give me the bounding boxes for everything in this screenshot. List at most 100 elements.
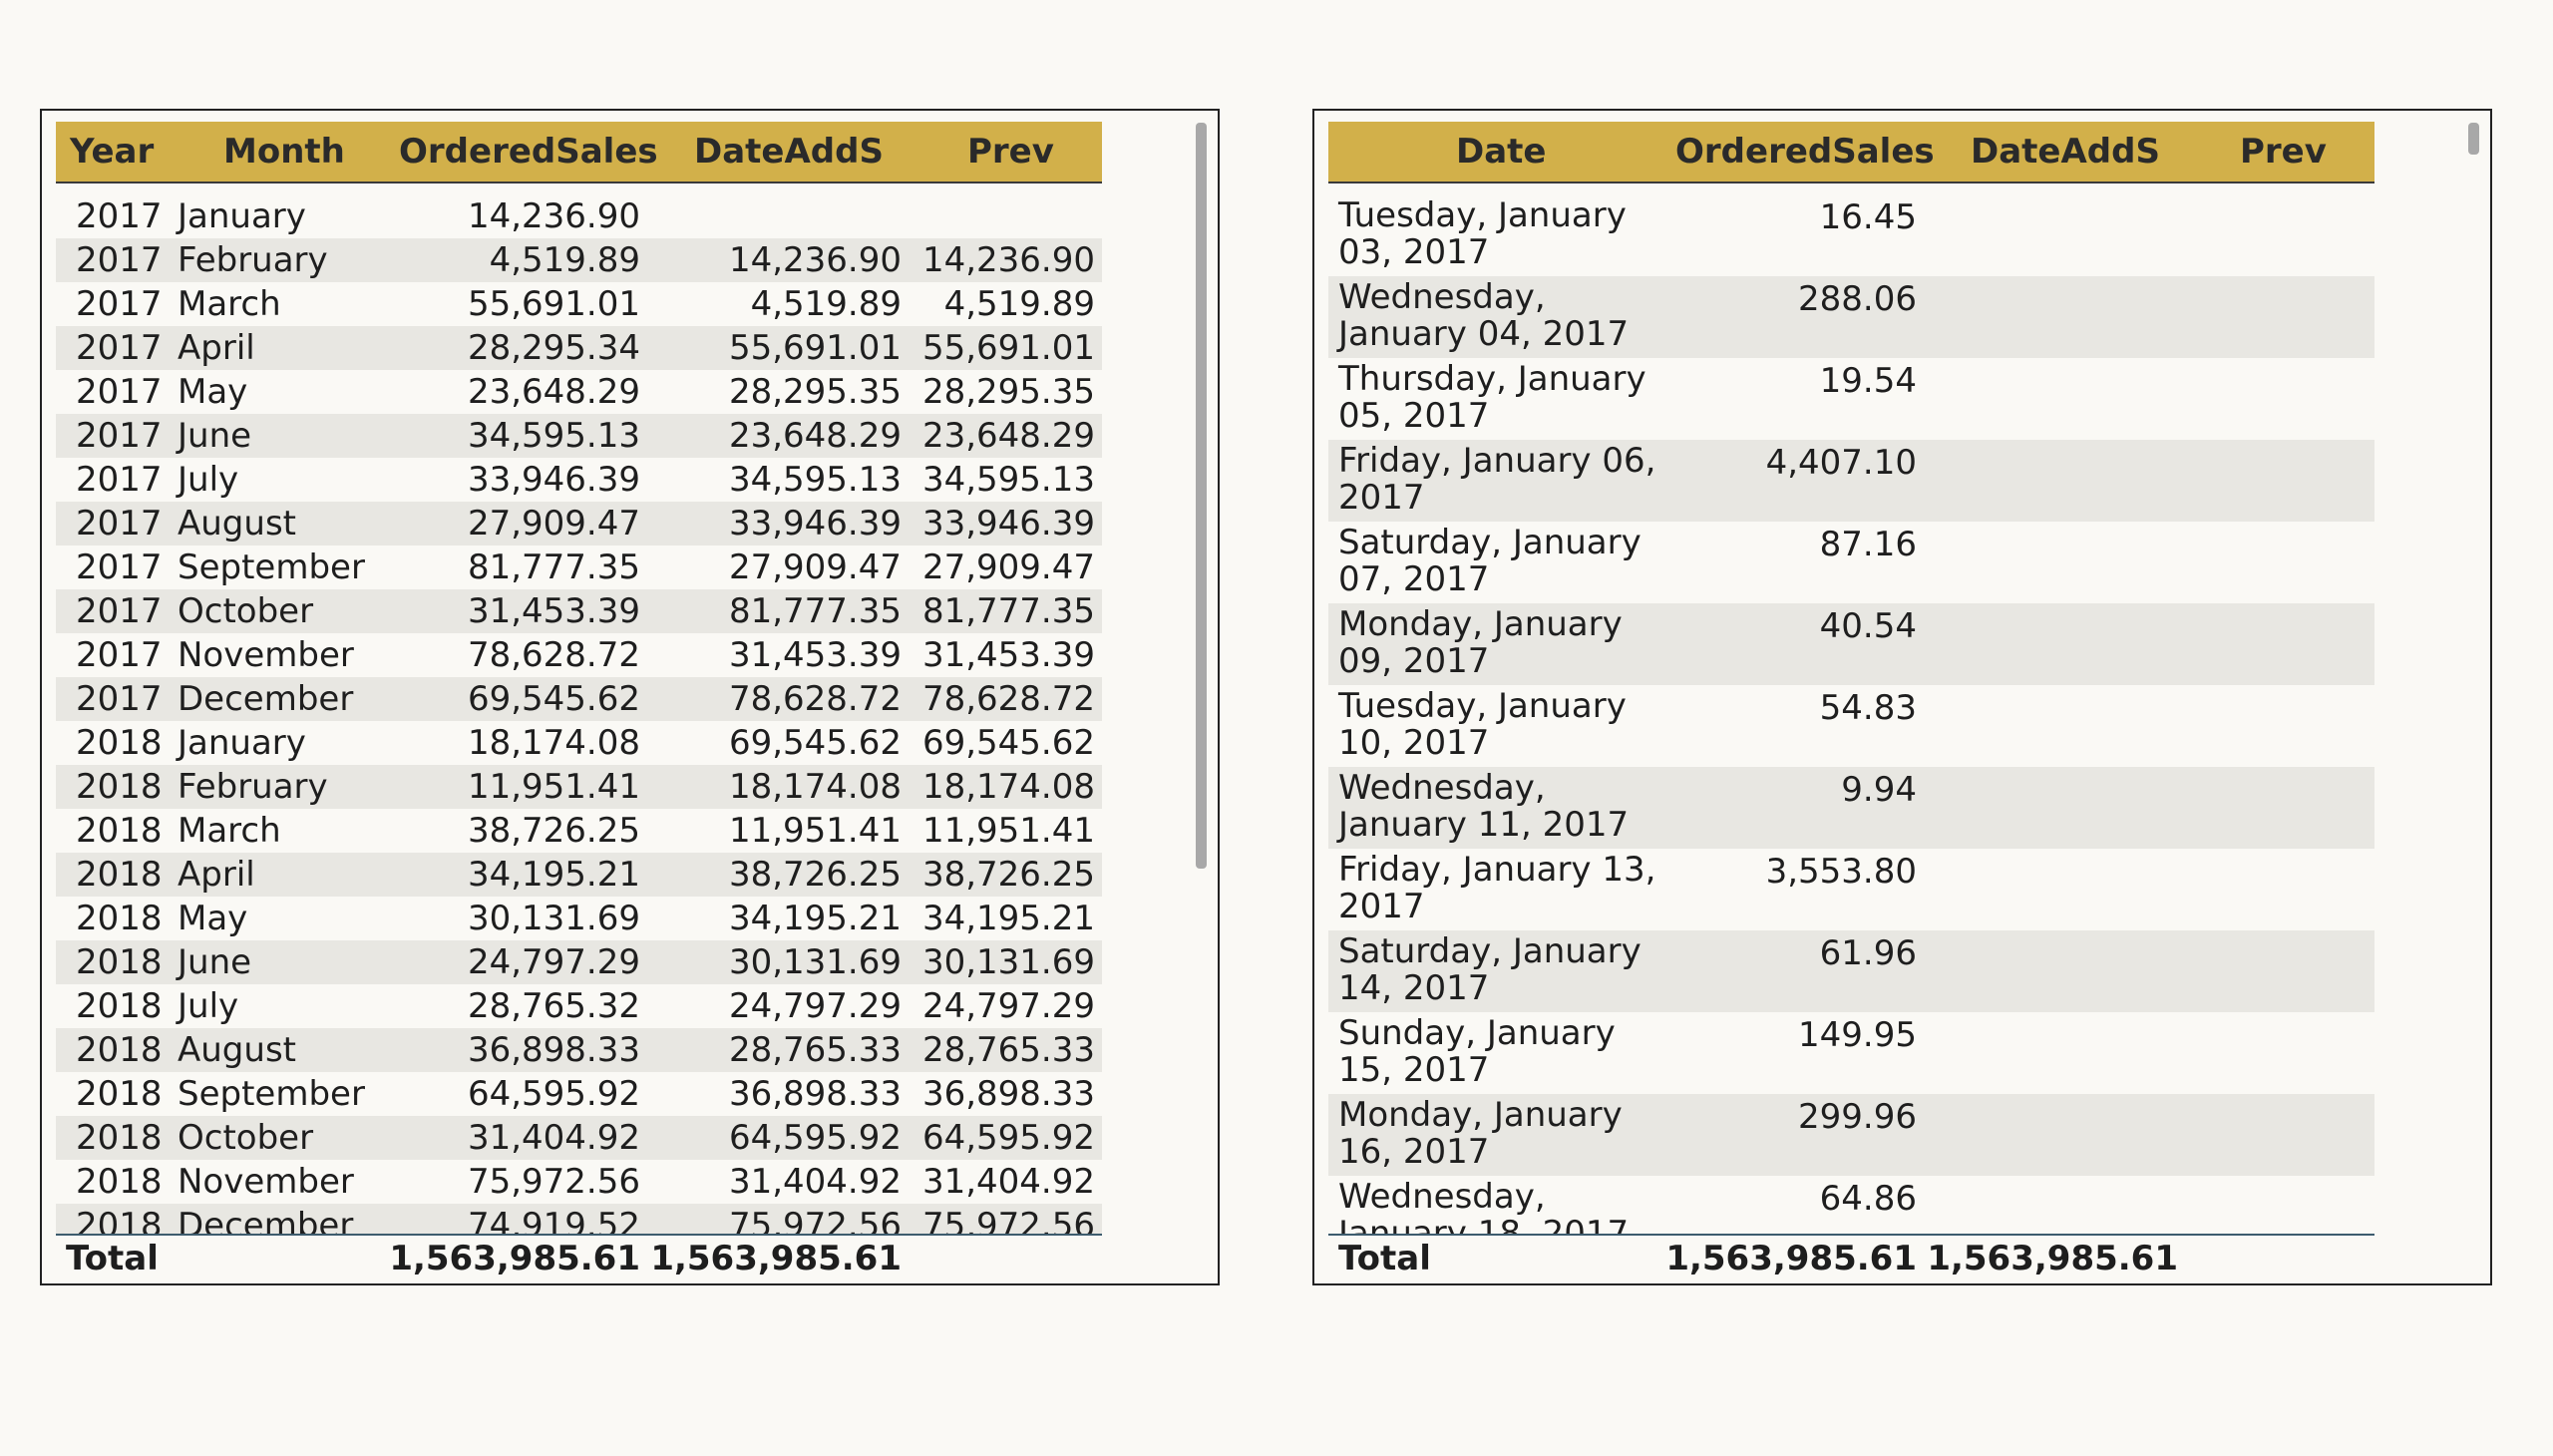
total-ordered-sales: 1,563,985.61 <box>1665 1239 1917 1278</box>
cell-ordered-sales: 34,595.13 <box>467 416 640 456</box>
table-row[interactable]: 2018 July 28,765.32 24,797.29 24,797.29 <box>56 984 1102 1028</box>
column-header-date-adds[interactable]: DateAddS <box>694 132 884 172</box>
cell-ordered-sales: 24,797.29 <box>467 942 640 982</box>
table-row[interactable]: 2018 September 64,595.92 36,898.33 36,898.33 <box>56 1072 1102 1116</box>
table-row[interactable]: 2017 January 14,236.90 <box>56 194 1102 238</box>
table-row[interactable]: 2017 September 81,777.35 27,909.47 27,909.47 <box>56 546 1102 589</box>
table-row[interactable]: 2018 November 75,972.56 31,404.92 31,404.92 <box>56 1160 1102 1204</box>
table-row[interactable]: 2018 June 24,797.29 30,131.69 30,131.69 <box>56 940 1102 984</box>
column-header-year[interactable]: Year <box>70 132 155 172</box>
table-row[interactable]: 2018 May 30,131.69 34,195.21 34,195.21 <box>56 897 1102 940</box>
table-row[interactable]: Friday, January 06, 2017 4,407.10 <box>1328 440 2374 522</box>
cell-ordered-sales: 87.16 <box>1819 525 1917 564</box>
cell-month: November <box>178 1162 354 1202</box>
column-header-date-adds[interactable]: DateAddS <box>1971 132 2160 172</box>
table-row[interactable]: Saturday, January 07, 2017 87.16 <box>1328 522 2374 603</box>
cell-date-adds: 31,453.39 <box>728 635 902 675</box>
table-row[interactable]: 2017 July 33,946.39 34,595.13 34,595.13 <box>56 458 1102 502</box>
cell-date: Sunday, January 15, 2017 <box>1338 1013 1616 1090</box>
total-row: Total 1,563,985.61 1,563,985.61 <box>1328 1234 2374 1283</box>
cell-prev: 14,236.90 <box>921 240 1095 280</box>
cell-prev: 81,777.35 <box>921 591 1095 631</box>
cell-ordered-sales: 28,295.34 <box>467 328 640 368</box>
cell-prev: 69,545.62 <box>921 723 1095 763</box>
cell-prev: 24,797.29 <box>921 986 1095 1026</box>
column-header-ordered-sales[interactable]: OrderedSales <box>1675 132 1935 172</box>
cell-date-adds: 18,174.08 <box>728 767 902 807</box>
cell-year: 2018 <box>76 942 163 982</box>
total-date-adds: 1,563,985.61 <box>1927 1239 2178 1278</box>
cell-date: Friday, January 06, 2017 <box>1338 441 1656 518</box>
table-row[interactable]: Tuesday, January 03, 2017 16.45 <box>1328 194 2374 276</box>
cell-year: 2018 <box>76 899 163 938</box>
total-row: Total 1,563,985.61 1,563,985.61 <box>56 1234 1102 1283</box>
cell-date-adds: 78,628.72 <box>728 679 902 719</box>
table-row[interactable]: 2018 January 18,174.08 69,545.62 69,545.62 <box>56 721 1102 765</box>
vertical-scrollbar[interactable] <box>1196 123 1207 869</box>
table-row[interactable]: 2018 October 31,404.92 64,595.92 64,595.92 <box>56 1116 1102 1160</box>
table-row[interactable]: 2018 February 11,951.41 18,174.08 18,174.08 <box>56 765 1102 809</box>
cell-ordered-sales: 31,404.92 <box>467 1118 640 1158</box>
cell-prev: 30,131.69 <box>921 942 1095 982</box>
cell-ordered-sales: 9.94 <box>1841 770 1917 810</box>
cell-ordered-sales: 288.06 <box>1798 279 1917 319</box>
cell-prev: 55,691.01 <box>921 328 1095 368</box>
total-ordered-sales: 1,563,985.61 <box>389 1239 640 1278</box>
cell-year: 2017 <box>76 460 163 500</box>
table-row[interactable]: Sunday, January 15, 2017 149.95 <box>1328 1012 2374 1094</box>
cell-prev: 11,951.41 <box>921 811 1095 851</box>
cell-ordered-sales: 64.86 <box>1819 1179 1917 1219</box>
cell-month: January <box>178 196 306 236</box>
table-row[interactable]: 2017 June 34,595.13 23,648.29 23,648.29 <box>56 414 1102 458</box>
table-visual-daily[interactable]: Date OrderedSales DateAddS Prev Tuesday,… <box>1312 109 2492 1285</box>
column-header-prev[interactable]: Prev <box>967 132 1054 172</box>
table-visual-monthly[interactable]: Year Month OrderedSales DateAddS Prev 20… <box>40 109 1220 1285</box>
cell-date-adds: 11,951.41 <box>728 811 902 851</box>
table-row[interactable]: 2018 March 38,726.25 11,951.41 11,951.41 <box>56 809 1102 853</box>
cell-ordered-sales: 31,453.39 <box>467 591 640 631</box>
cell-ordered-sales: 30,131.69 <box>467 899 640 938</box>
cell-prev: 75,972.56 <box>921 1206 1095 1234</box>
cell-ordered-sales: 149.95 <box>1798 1015 1917 1055</box>
table-row[interactable]: 2017 October 31,453.39 81,777.35 81,777.35 <box>56 589 1102 633</box>
vertical-scrollbar[interactable] <box>2468 123 2479 155</box>
table-row[interactable]: 2018 April 34,195.21 38,726.25 38,726.25 <box>56 853 1102 897</box>
table-row[interactable]: Thursday, January 05, 2017 19.54 <box>1328 358 2374 440</box>
cell-prev: 34,195.21 <box>921 899 1095 938</box>
cell-month: September <box>178 547 365 587</box>
table-row[interactable]: Wednesday, January 11, 2017 9.94 <box>1328 767 2374 849</box>
cell-year: 2017 <box>76 679 163 719</box>
table-row[interactable]: 2018 August 36,898.33 28,765.33 28,765.33 <box>56 1028 1102 1072</box>
table-row[interactable]: 2017 February 4,519.89 14,236.90 14,236.90 <box>56 238 1102 282</box>
table-row[interactable]: 2017 November 78,628.72 31,453.39 31,453.39 <box>56 633 1102 677</box>
column-header-date[interactable]: Date <box>1456 132 1547 172</box>
table-row[interactable]: 2017 December 69,545.62 78,628.72 78,628.72 <box>56 677 1102 721</box>
table-header: Date OrderedSales DateAddS Prev <box>1328 122 2374 183</box>
cell-ordered-sales: 34,195.21 <box>467 855 640 895</box>
table-row[interactable]: 2018 December 74,919.52 75,972.56 75,972.56 <box>56 1204 1102 1234</box>
table-row[interactable]: Tuesday, January 10, 2017 54.83 <box>1328 685 2374 767</box>
cell-date: Wednesday, January 11, 2017 <box>1338 768 1630 845</box>
table-row[interactable]: Monday, January 09, 2017 40.54 <box>1328 603 2374 685</box>
table-row[interactable]: 2017 May 23,648.29 28,295.35 28,295.35 <box>56 370 1102 414</box>
column-header-month[interactable]: Month <box>223 132 345 172</box>
table-row[interactable]: Friday, January 13, 2017 3,553.80 <box>1328 849 2374 930</box>
cell-date-adds: 33,946.39 <box>728 504 902 544</box>
cell-date: Monday, January 16, 2017 <box>1338 1095 1623 1172</box>
table-row[interactable]: Saturday, January 14, 2017 61.96 <box>1328 930 2374 1012</box>
cell-year: 2018 <box>76 811 163 851</box>
column-header-prev[interactable]: Prev <box>2240 132 2327 172</box>
cell-date: Saturday, January 07, 2017 <box>1338 523 1641 599</box>
cell-year: 2017 <box>76 547 163 587</box>
column-header-ordered-sales[interactable]: OrderedSales <box>399 132 658 172</box>
table-row[interactable]: Wednesday, January 18, 2017 64.86 <box>1328 1176 2374 1235</box>
table-row[interactable]: 2017 March 55,691.01 4,519.89 4,519.89 <box>56 282 1102 326</box>
table-body: Tuesday, January 03, 2017 16.45 Wednesday,… <box>1328 183 2374 1234</box>
table-row[interactable]: Wednesday, January 04, 2017 288.06 <box>1328 276 2374 358</box>
table-row[interactable]: 2017 August 27,909.47 33,946.39 33,946.39 <box>56 502 1102 546</box>
cell-date: Tuesday, January 10, 2017 <box>1338 686 1627 763</box>
table-row[interactable]: 2017 April 28,295.34 55,691.01 55,691.01 <box>56 326 1102 370</box>
cell-month: February <box>178 767 328 807</box>
table-row[interactable]: Monday, January 16, 2017 299.96 <box>1328 1094 2374 1176</box>
cell-month: June <box>178 416 252 456</box>
